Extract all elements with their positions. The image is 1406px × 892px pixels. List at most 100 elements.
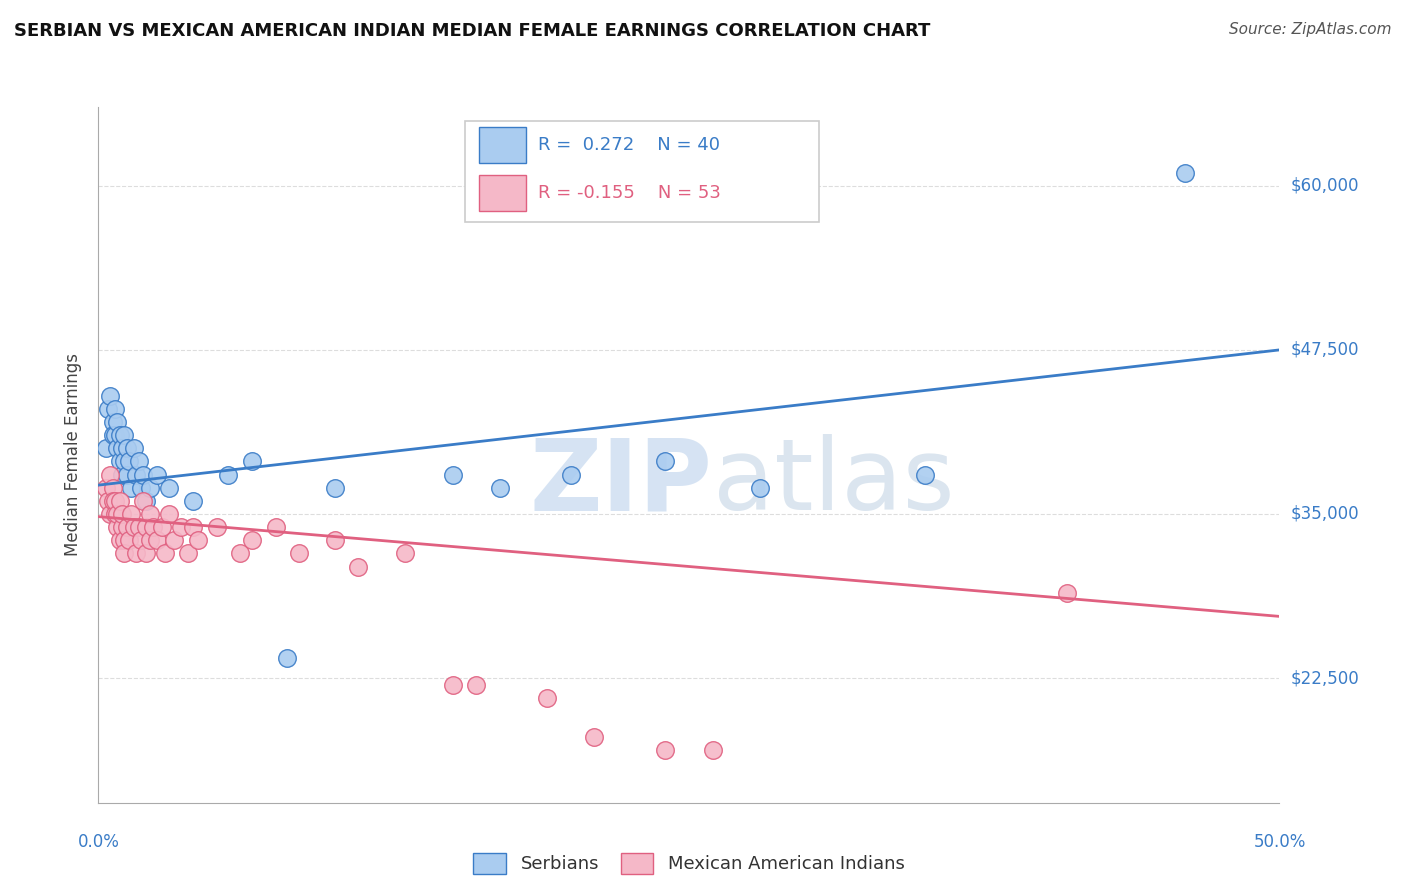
Point (187, 533, 209, 548)
Point (181, 494, 204, 508)
Text: 0.0%: 0.0% (77, 833, 120, 851)
Point (108, 494, 131, 508)
Text: atlas: atlas (713, 434, 955, 532)
Point (105, 507, 128, 521)
Point (111, 507, 134, 521)
Text: $22,500: $22,500 (1291, 669, 1360, 687)
Point (654, 454, 676, 468)
Point (205, 520, 228, 534)
Point (97, 494, 120, 508)
Point (583, 730, 606, 744)
Point (146, 533, 169, 548)
Point (157, 481, 180, 495)
Point (240, 454, 263, 468)
Point (112, 454, 135, 468)
Point (240, 533, 263, 548)
Point (104, 401, 127, 416)
Point (118, 454, 141, 468)
Point (288, 546, 311, 560)
Point (135, 520, 157, 534)
Point (101, 428, 124, 442)
Point (108, 428, 131, 442)
Text: $47,500: $47,500 (1291, 341, 1360, 359)
Point (111, 520, 134, 534)
Point (217, 467, 239, 482)
Point (323, 481, 346, 495)
Point (157, 507, 180, 521)
Text: R =  0.272    N = 40: R = 0.272 N = 40 (537, 136, 720, 153)
Point (108, 533, 131, 548)
Point (112, 533, 135, 548)
Point (181, 520, 204, 534)
Point (560, 467, 582, 482)
Point (150, 520, 173, 534)
Point (121, 507, 143, 521)
Point (229, 546, 252, 560)
Text: $60,000: $60,000 (1291, 177, 1360, 194)
Point (111, 467, 134, 482)
Point (105, 415, 128, 429)
Point (914, 467, 936, 482)
FancyBboxPatch shape (464, 121, 818, 222)
Point (104, 428, 127, 442)
Point (163, 533, 186, 548)
Point (105, 520, 128, 534)
Text: $35,000: $35,000 (1291, 505, 1360, 523)
Point (118, 533, 141, 548)
Point (104, 494, 127, 508)
Point (347, 559, 370, 574)
Point (153, 546, 176, 560)
Point (441, 467, 464, 482)
Point (1174, 166, 1197, 180)
Point (129, 533, 152, 548)
Legend: Serbians, Mexican American Indians: Serbians, Mexican American Indians (474, 853, 904, 874)
Point (654, 743, 676, 757)
Point (441, 678, 464, 692)
Point (128, 520, 150, 534)
Point (139, 533, 162, 548)
Text: 50.0%: 50.0% (1253, 833, 1306, 851)
Point (112, 546, 135, 560)
Point (97, 401, 120, 416)
Point (394, 546, 416, 560)
Point (264, 520, 287, 534)
Point (146, 467, 169, 482)
Point (139, 507, 162, 521)
Point (129, 481, 152, 495)
Point (115, 520, 138, 534)
Point (115, 442, 138, 456)
Point (101, 481, 124, 495)
Point (139, 481, 162, 495)
Point (135, 494, 157, 508)
Point (94, 442, 117, 456)
Point (170, 520, 193, 534)
Text: ZIP: ZIP (530, 434, 713, 532)
Point (98, 467, 121, 482)
Point (536, 690, 558, 705)
Point (98, 507, 121, 521)
Point (94, 481, 117, 495)
FancyBboxPatch shape (478, 127, 526, 162)
Point (98, 389, 121, 403)
Point (101, 415, 124, 429)
Text: SERBIAN VS MEXICAN AMERICAN INDIAN MEDIAN FEMALE EARNINGS CORRELATION CHART: SERBIAN VS MEXICAN AMERICAN INDIAN MEDIA… (14, 22, 931, 40)
Text: Source: ZipAtlas.com: Source: ZipAtlas.com (1229, 22, 1392, 37)
Text: R = -0.155    N = 53: R = -0.155 N = 53 (537, 185, 721, 202)
Point (702, 743, 724, 757)
Point (276, 651, 298, 665)
Point (489, 481, 512, 495)
Point (132, 467, 155, 482)
Point (111, 442, 134, 456)
Point (748, 481, 770, 495)
Point (115, 467, 138, 482)
Point (122, 442, 145, 456)
Y-axis label: Median Female Earnings: Median Female Earnings (65, 353, 83, 557)
Point (1056, 586, 1078, 600)
Point (177, 546, 200, 560)
Point (122, 520, 145, 534)
Point (135, 546, 157, 560)
Point (105, 442, 128, 456)
Point (323, 533, 346, 548)
Point (128, 454, 150, 468)
Point (125, 467, 148, 482)
